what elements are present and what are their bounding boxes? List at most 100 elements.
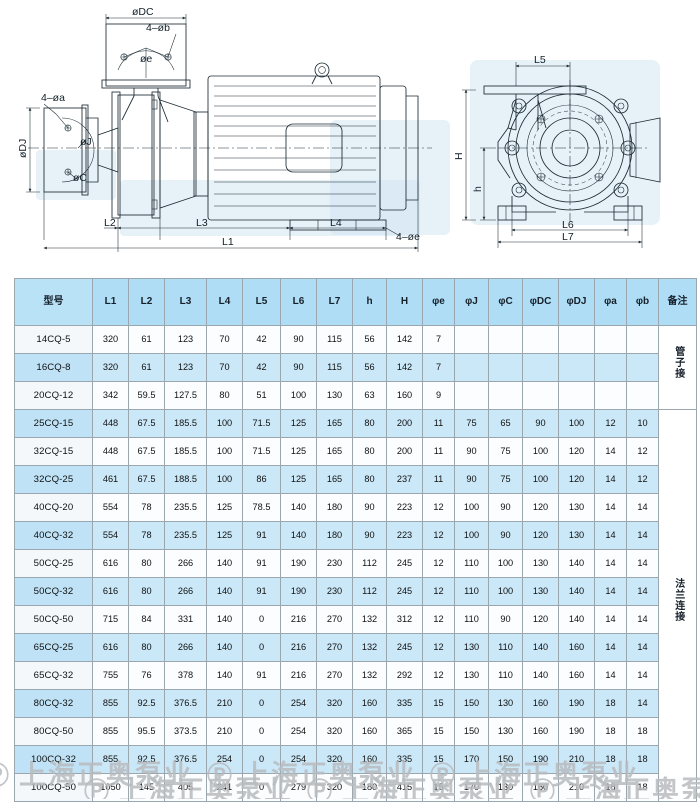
header-phi-e: φe: [422, 278, 455, 326]
cell-φa: 14: [594, 493, 627, 522]
cell-φJ: 130: [454, 633, 489, 662]
cell-φa: 14: [594, 661, 627, 690]
cell-L4: 125: [206, 493, 243, 522]
cell-φe: 15: [422, 689, 455, 718]
dim-L6: L6: [511, 212, 629, 236]
cell-φJ: 110: [454, 577, 489, 606]
cell-φe: 11: [422, 409, 455, 438]
table-row: 50CQ-50 715 84 331 140 0 216 270 132 312 12 110 90 12…: [14, 605, 697, 634]
cell-L5: 91: [242, 549, 281, 578]
cell-φb: 18: [626, 717, 659, 746]
cell-h: 132: [352, 605, 387, 634]
cell-L1: 855: [92, 745, 129, 774]
cell-L3: 185.5: [164, 409, 207, 438]
cell-L3: 331: [164, 605, 207, 634]
cell-L2: 92.5: [128, 689, 165, 718]
label-phi-J: øJ: [77, 136, 92, 149]
cell-φe: 11: [422, 465, 455, 494]
cell-φDC: 120: [522, 605, 559, 634]
cell-φb: 14: [626, 605, 659, 634]
cell-L1: 461: [92, 465, 129, 494]
cell-L3: 266: [164, 577, 207, 606]
table-row: 80CQ-32 855 92.5 376.5 210 0 254 320 160 335 15 150…: [14, 689, 697, 718]
cell-φJ: 110: [454, 605, 489, 634]
cell-φC: 110: [488, 661, 523, 690]
cell-φDJ: 190: [558, 717, 595, 746]
cell-L3: 376.5: [164, 745, 207, 774]
cell-H: 200: [386, 437, 423, 466]
cell-φC: 130: [488, 773, 523, 802]
cell-L6: 90: [280, 353, 317, 382]
cell-φJ: 150: [454, 717, 489, 746]
cell-L3: 376.5: [164, 689, 207, 718]
cell-φDC: [522, 353, 559, 382]
cell-H: 142: [386, 353, 423, 382]
table-row: 40CQ-20 554 78 235.5 125 78.5 140 180 90 223 12 100…: [14, 493, 697, 522]
cell-L1: 616: [92, 633, 129, 662]
cell-L3: 266: [164, 549, 207, 578]
header-phi-c: φC: [488, 278, 523, 326]
cell-φDC: 140: [522, 661, 559, 690]
header-phi-j: φJ: [454, 278, 489, 326]
cell-model: 50CQ-32: [14, 577, 93, 606]
cell-L6: 216: [280, 605, 317, 634]
svg-text:øC: øC: [73, 172, 87, 184]
cell-h: 160: [352, 717, 387, 746]
table-row: 50CQ-32 616 80 266 140 91 190 230 112 245 12 110 100…: [14, 577, 697, 606]
cell-L6: 125: [280, 465, 317, 494]
cell-φe: 12: [422, 605, 455, 634]
specification-table-container: 型号 L1 L2 L3 L4 L5 L6 L7 h H φe φJ φC φDC…: [14, 278, 697, 802]
cell-L2: 61: [128, 325, 165, 354]
cell-φC: 110: [488, 633, 523, 662]
cell-φb: 18: [626, 773, 659, 802]
cell-L1: 554: [92, 493, 129, 522]
table-row: 20CQ-12 342 59.5 127.5 80 51 100 130 63 160 9: [14, 381, 697, 410]
cell-φDJ: 140: [558, 549, 595, 578]
cell-H: 415: [386, 773, 423, 802]
cell-φDJ: [558, 381, 595, 410]
cell-φJ: [454, 325, 489, 354]
cell-φDC: 190: [522, 745, 559, 774]
header-l5: L5: [242, 278, 281, 326]
cell-L3: 185.5: [164, 437, 207, 466]
cell-L1: 715: [92, 605, 129, 634]
cell-L5: 0: [242, 717, 281, 746]
cell-φJ: 100: [454, 521, 489, 550]
cell-L7: 115: [316, 353, 353, 382]
cell-h: 56: [352, 353, 387, 382]
cell-L5: 42: [242, 325, 281, 354]
table-row: 32CQ-25 461 67.5 188.5 100 86 125 165 80 237 11 90 7…: [14, 465, 697, 494]
cell-φe: 12: [422, 661, 455, 690]
cell-L5: 86: [242, 465, 281, 494]
table-row: 65CQ-25 616 80 266 140 0 216 270 132 245 12 130 110 1…: [14, 633, 697, 662]
svg-text:øJ: øJ: [80, 136, 92, 148]
cell-L1: 755: [92, 661, 129, 690]
cell-φC: [488, 381, 523, 410]
cell-φC: [488, 353, 523, 382]
cell-φb: [626, 325, 659, 354]
cell-φJ: 150: [454, 689, 489, 718]
cell-L7: 130: [316, 381, 353, 410]
svg-text:L7: L7: [562, 231, 574, 243]
top-flange-detail: øDC 4–øb øe: [101, 6, 191, 123]
cell-φe: 12: [422, 577, 455, 606]
cell-L4: 100: [206, 437, 243, 466]
cell-L1: 855: [92, 717, 129, 746]
cell-L5: 91: [242, 661, 281, 690]
cell-L2: 92.5: [128, 745, 165, 774]
cell-φb: 14: [626, 577, 659, 606]
specification-table: 型号 L1 L2 L3 L4 L5 L6 L7 h H φe φJ φC φDC…: [14, 278, 697, 802]
cell-φa: 14: [594, 577, 627, 606]
cell-L2: 80: [128, 577, 165, 606]
cell-L5: 71.5: [242, 437, 281, 466]
header-phi-dc: φDC: [522, 278, 559, 326]
cell-φDC: 90: [522, 409, 559, 438]
header-l7: L7: [316, 278, 353, 326]
cell-L4: 70: [206, 325, 243, 354]
dimension-chain-bottom: L2 L3 L4 L1 4–øe: [43, 192, 420, 252]
svg-text:4–øa: 4–øa: [41, 92, 65, 104]
svg-text:L6: L6: [562, 219, 574, 231]
cell-model: 100CQ-50: [14, 773, 93, 802]
cell-φC: [488, 325, 523, 354]
cell-L7: 180: [316, 493, 353, 522]
